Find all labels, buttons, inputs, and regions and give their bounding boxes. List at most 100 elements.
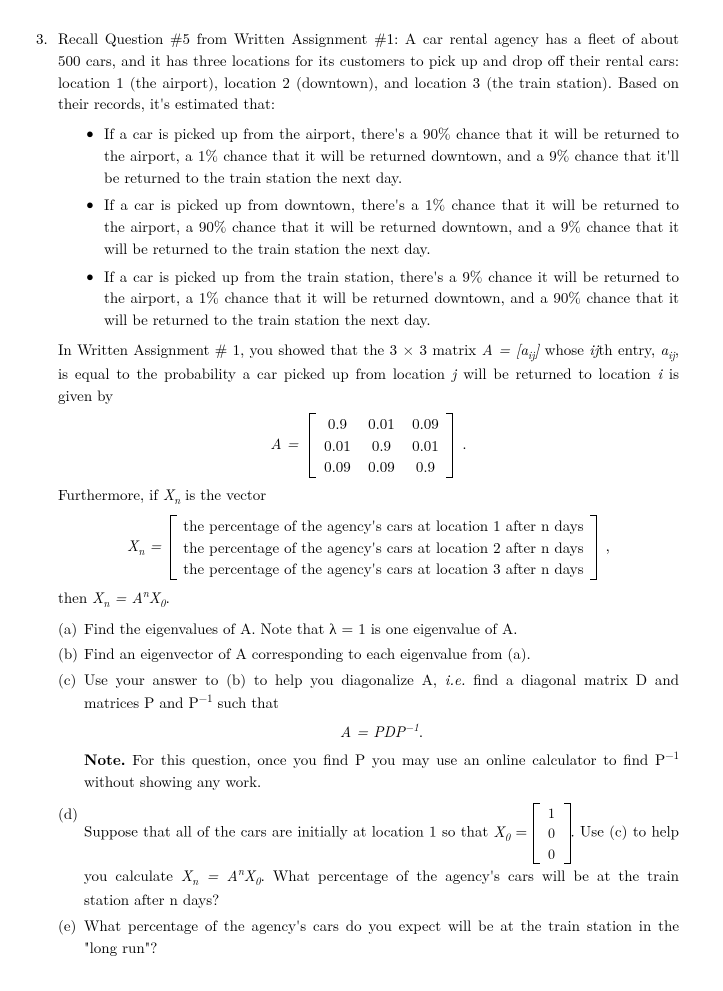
vector-x0: 1 0 0 (533, 803, 571, 864)
bullet-item: ● If a car is picked up from downtown, t… (86, 194, 679, 259)
t: = A (198, 865, 238, 886)
text: without showing any work. (84, 771, 261, 792)
text: Use your answer to (b) to help you diago… (84, 669, 445, 690)
math-inline: Xn = AnX0 (92, 587, 165, 608)
bullet-list: ● If a car is picked up from the airport… (86, 123, 679, 331)
part-e: (e) What percentage of the agency's cars… (58, 915, 679, 959)
t: X (494, 821, 505, 842)
equation-display: A = PDP−1. (84, 720, 679, 743)
t: ij (528, 348, 535, 363)
text: such that (213, 692, 279, 713)
t: X (163, 484, 174, 505)
bullet-icon: ● (86, 266, 104, 331)
text: For this question, once you find P you m… (126, 749, 666, 770)
text: then (58, 587, 92, 608)
bullet-icon: ● (86, 194, 104, 259)
matrix-A-display: A = 0.90.010.09 0.010.90.01 0.090.090.9 … (58, 413, 679, 478)
matrix-cells: 0.90.010.09 0.010.90.01 0.090.090.9 (316, 413, 446, 478)
sup: −1 (665, 748, 679, 763)
part-a: (a) Find the eigenvalues of A. Note that… (58, 618, 679, 640)
ie: i.e. (445, 669, 466, 690)
part-label: (c) (58, 669, 84, 793)
question-number: 3. (36, 28, 58, 963)
bracket-left-icon (170, 515, 177, 580)
cell: 0.01 (410, 435, 440, 457)
math-inline: X0 (494, 821, 511, 842)
cell: 0.09 (366, 456, 396, 478)
furthermore-paragraph: Furthermore, if Xn is the vector (58, 484, 679, 509)
t: X (92, 587, 103, 608)
cell: 0 (546, 844, 558, 864)
text: will be returned to location (456, 363, 657, 384)
part-c: (c) Use your answer to (b) to help you d… (58, 669, 679, 793)
intro-paragraph: Recall Question #5 from Written Assignme… (58, 28, 679, 115)
text: In Written Assignment # 1, you showed th… (58, 339, 482, 360)
text: . (166, 587, 170, 608)
part-label: (b) (58, 643, 84, 665)
bullet-text: If a car is picked up from the train sta… (104, 266, 679, 331)
part-label: (d) (58, 803, 84, 911)
note-label: Note. (84, 749, 126, 770)
part-label: (e) (58, 915, 84, 959)
text: Furthermore, if (58, 484, 163, 505)
then-paragraph: then Xn = AnX0. (58, 586, 679, 612)
eq: A = PDP−1 (340, 721, 419, 742)
t: ij (668, 348, 675, 363)
cell: 0.9 (410, 456, 440, 478)
cell: 0.01 (322, 435, 352, 457)
bullet-item: ● If a car is picked up from the airport… (86, 123, 679, 188)
text: is the vector (180, 484, 266, 505)
part-text: Find an eigenvector of A corresponding t… (84, 643, 679, 665)
t: X (181, 865, 192, 886)
matrix-cells: the percentage of the agency's cars at l… (177, 515, 589, 580)
cell: 0.9 (366, 435, 396, 457)
cell: 0.9 (322, 413, 352, 435)
bracket-right-icon (564, 803, 571, 864)
matrix-cells: 1 0 0 (540, 803, 564, 864)
cell: 0.09 (322, 456, 352, 478)
part-d: (d) Suppose that all of the cars are ini… (58, 803, 679, 911)
cell: the percentage of the agency's cars at l… (183, 537, 583, 559)
part-label: (a) (58, 618, 84, 640)
matrix-label: A = (270, 433, 298, 454)
part-body: Suppose that all of the cars are initial… (84, 803, 679, 911)
part-body: Use your answer to (b) to help you diago… (84, 669, 679, 793)
text: th entry, (598, 339, 660, 360)
vector-label: Xn = (127, 535, 161, 556)
t: X (127, 535, 138, 556)
bullet-icon: ● (86, 123, 104, 188)
trail: , (606, 535, 610, 556)
bracket-left-icon (309, 413, 316, 478)
bullet-text: If a car is picked up from downtown, the… (104, 194, 679, 259)
cell: 0.01 (366, 413, 396, 435)
part-text: Find the eigenvalues of A. Note that λ =… (84, 618, 679, 640)
t: A = [a (482, 339, 528, 360)
cell: 0.09 (410, 413, 440, 435)
math-inline: aij (661, 339, 675, 360)
part-text: What percentage of the agency's cars do … (84, 915, 679, 959)
t: = (144, 535, 161, 556)
trail: . (462, 433, 466, 454)
t: = A (109, 587, 142, 608)
note-paragraph: Note. For this question, once you find P… (84, 748, 679, 793)
math-inline: Xn = AnX0 (181, 865, 261, 886)
text: whose (539, 339, 589, 360)
math-inline: Xn (163, 484, 180, 505)
bracket-right-icon (590, 515, 597, 580)
text: Suppose that all of the cars are initial… (84, 821, 494, 842)
text: = (510, 821, 532, 842)
matrix-A: 0.90.010.09 0.010.90.01 0.090.090.9 (309, 413, 453, 478)
cell: the percentage of the agency's cars at l… (183, 515, 583, 537)
t: . (419, 721, 423, 742)
question-body: Recall Question #5 from Written Assignme… (58, 28, 679, 963)
cell: 1 (546, 803, 558, 823)
bullet-item: ● If a car is picked up from the train s… (86, 266, 679, 331)
bracket-right-icon (446, 413, 453, 478)
bullet-text: If a car is picked up from the airport, … (104, 123, 679, 188)
cell: the percentage of the agency's cars at l… (183, 558, 583, 580)
part-b: (b) Find an eigenvector of A correspondi… (58, 643, 679, 665)
vector-Xn: the percentage of the agency's cars at l… (170, 515, 596, 580)
t: −1 (405, 720, 419, 735)
subparts: (a) Find the eigenvalues of A. Note that… (58, 618, 679, 959)
sup: −1 (199, 691, 213, 706)
